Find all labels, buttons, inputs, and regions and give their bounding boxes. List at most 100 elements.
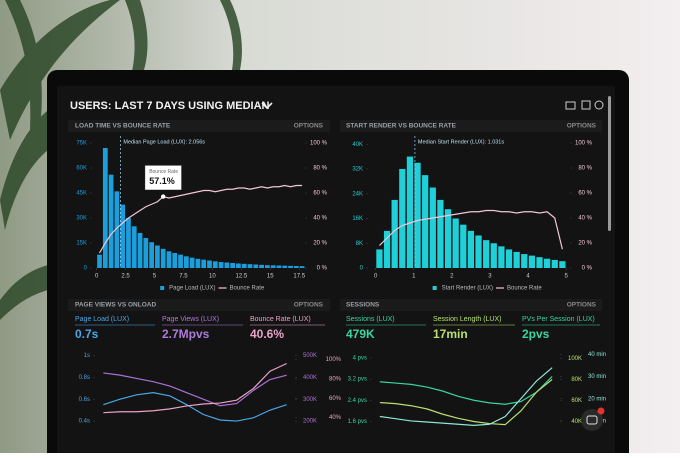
x-tick-label: 2 bbox=[450, 274, 454, 280]
bar bbox=[399, 168, 406, 268]
icon-image[interactable] bbox=[581, 100, 591, 110]
scrollbar[interactable] bbox=[608, 96, 611, 231]
tick-label: 500K bbox=[303, 353, 317, 359]
bar bbox=[288, 265, 293, 268]
bar bbox=[201, 259, 207, 268]
bar bbox=[391, 199, 398, 268]
bar bbox=[253, 264, 259, 268]
x-tick-label: 10 bbox=[209, 274, 216, 280]
tick-label: 20 % bbox=[313, 241, 327, 247]
options[interactable]: OPTIONS bbox=[294, 302, 324, 309]
dropdown-icon[interactable] bbox=[261, 102, 273, 110]
bar bbox=[137, 233, 143, 268]
x-tick-label: 7.5 bbox=[179, 274, 188, 280]
legend-label: Bounce Rate bbox=[507, 286, 542, 292]
panel-title: START RENDER VS BOUNCE RATE bbox=[346, 123, 457, 130]
tick-label: 60K bbox=[76, 166, 87, 172]
bar bbox=[422, 175, 429, 268]
bar bbox=[195, 258, 201, 268]
bar bbox=[282, 265, 288, 268]
tick-label: 100K bbox=[568, 356, 582, 362]
stat-label: Session Length (LUX) bbox=[433, 316, 501, 323]
stat-value: 2.7Mpvs bbox=[162, 327, 210, 341]
tick-label: 32K bbox=[352, 167, 363, 173]
bar bbox=[114, 191, 120, 268]
tick-label: 80K bbox=[571, 377, 582, 383]
tick-label: 100 % bbox=[310, 141, 328, 147]
median-annotation: Median Start Render (LUX): 1.031s bbox=[418, 139, 504, 145]
panel-title: PAGE VIEWS VS ONLOAD bbox=[75, 302, 156, 309]
bar bbox=[259, 264, 264, 268]
panel-bar bbox=[340, 299, 602, 311]
tick-label: 2.4 pvs bbox=[348, 398, 367, 404]
x-tick-label: 4 bbox=[526, 274, 530, 280]
panel-bar bbox=[68, 120, 330, 132]
legend-swatch bbox=[160, 286, 165, 290]
tick-label: 80 % bbox=[313, 166, 327, 172]
bar bbox=[414, 162, 421, 268]
tick-label: 0.6s bbox=[79, 397, 90, 403]
tick-label: 40K bbox=[571, 419, 582, 425]
tooltip-point bbox=[160, 194, 166, 199]
bar bbox=[160, 248, 166, 268]
bar bbox=[406, 156, 414, 268]
options[interactable]: OPTIONS bbox=[567, 123, 597, 130]
line-series bbox=[103, 372, 287, 407]
stat-value: 0.7s bbox=[75, 327, 99, 341]
tick-label: 1s bbox=[84, 353, 90, 359]
tick-label: 80% bbox=[329, 377, 342, 383]
bar bbox=[276, 265, 282, 268]
stat-label: Page Load (LUX) bbox=[75, 316, 129, 323]
tick-label: 40 min bbox=[588, 352, 606, 358]
bar bbox=[437, 199, 444, 268]
line-series bbox=[379, 376, 553, 405]
x-tick-label: 1 bbox=[412, 274, 416, 280]
tick-label: 40 % bbox=[578, 216, 592, 222]
icon-help[interactable] bbox=[594, 100, 604, 110]
panel-title: LOAD TIME VS BOUNCE RATE bbox=[75, 123, 171, 130]
tick-label: 40K bbox=[352, 142, 363, 148]
bar bbox=[207, 260, 212, 268]
tick-label: 3.2 pvs bbox=[348, 377, 367, 383]
tick-label: 0 % bbox=[582, 266, 593, 272]
stat-label: Page Views (LUX) bbox=[162, 316, 219, 323]
bar bbox=[172, 253, 178, 268]
bar bbox=[102, 148, 108, 268]
icon-monitor[interactable] bbox=[565, 101, 576, 110]
bar bbox=[498, 246, 505, 268]
bar bbox=[183, 256, 189, 268]
options[interactable]: OPTIONS bbox=[567, 302, 597, 309]
tick-label: 20 min bbox=[588, 396, 606, 402]
line-series bbox=[99, 184, 303, 254]
bar bbox=[270, 265, 276, 268]
x-tick-label: 17.5 bbox=[293, 274, 305, 280]
stat-value: 479K bbox=[346, 327, 375, 341]
bar bbox=[224, 262, 230, 268]
x-tick-label: 2.5 bbox=[121, 274, 130, 280]
chat-button[interactable] bbox=[581, 407, 605, 432]
bar bbox=[265, 265, 270, 268]
x-tick-label: 3 bbox=[488, 274, 492, 280]
bar bbox=[143, 238, 149, 268]
line-series bbox=[103, 362, 287, 414]
tick-label: 15K bbox=[76, 241, 87, 247]
bar bbox=[155, 245, 160, 268]
bar bbox=[131, 226, 137, 268]
x-tick-label: 15 bbox=[267, 274, 274, 280]
bar bbox=[467, 230, 475, 268]
tick-label: 16K bbox=[352, 216, 363, 222]
options[interactable]: OPTIONS bbox=[294, 123, 324, 130]
bar bbox=[544, 258, 551, 268]
screen bbox=[57, 86, 615, 456]
tick-label: 100 % bbox=[575, 141, 593, 147]
tick-label: 30 min bbox=[588, 374, 606, 380]
bar bbox=[120, 204, 126, 268]
tick-label: 0 bbox=[84, 266, 88, 272]
tick-label: 0.8s bbox=[79, 375, 90, 381]
stat-label: PVs Per Session (LUX) bbox=[522, 316, 595, 323]
panel-bar bbox=[340, 120, 602, 132]
x-tick-label: 0 bbox=[374, 274, 378, 280]
tick-label: 40 % bbox=[313, 216, 327, 222]
bar bbox=[521, 254, 528, 268]
